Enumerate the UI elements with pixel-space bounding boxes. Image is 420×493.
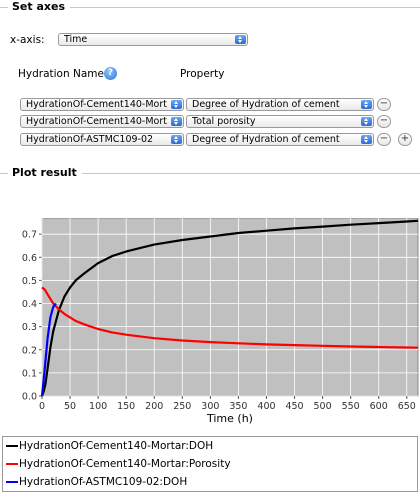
select-arrow-icon xyxy=(361,100,372,109)
property-select-2[interactable]: Total porosity xyxy=(186,115,374,128)
property-select-2-value: Total porosity xyxy=(192,116,256,127)
hydration-select-1[interactable]: HydrationOf-Cement140-Mortar xyxy=(20,98,184,111)
x-tick-label: 300 xyxy=(201,401,219,412)
x-tick-label: 650 xyxy=(398,401,416,412)
hydration-select-1-value: HydrationOf-Cement140-Mortar xyxy=(26,99,167,110)
legend-swatch-3 xyxy=(6,481,18,483)
y-tick-label: 0.4 xyxy=(22,299,37,310)
series-line-2 xyxy=(41,286,419,349)
select-arrow-icon xyxy=(171,135,182,144)
x-axis-select[interactable]: Time xyxy=(58,33,248,46)
select-arrow-icon xyxy=(235,35,246,44)
series-line-3 xyxy=(40,302,57,397)
remove-row-2-button[interactable]: − xyxy=(377,115,391,128)
help-icon[interactable]: ? xyxy=(104,67,117,80)
plot-result-title: Plot result xyxy=(12,166,77,179)
property-select-3-value: Degree of Hydration of cement xyxy=(192,134,340,145)
y-tick-label: 0.2 xyxy=(22,345,37,356)
legend-swatch-2 xyxy=(6,463,18,465)
x-tick-label: 250 xyxy=(173,401,191,412)
chart-legend: HydrationOf-Cement140-Mortar:DOH Hydrati… xyxy=(2,436,418,492)
x-axis-value: Time xyxy=(64,34,88,45)
set-axes-title: Set axes xyxy=(12,0,65,13)
hydration-name-header: Hydration Name xyxy=(18,68,104,80)
remove-row-1-button[interactable]: − xyxy=(377,98,391,111)
series-line-1 xyxy=(40,219,419,397)
x-tick-label: 550 xyxy=(342,401,360,412)
property-header: Property xyxy=(180,68,225,80)
select-arrow-icon xyxy=(361,135,372,144)
legend-label-1: HydrationOf-Cement140-Mortar:DOH xyxy=(19,440,214,452)
x-tick-label: 600 xyxy=(370,401,388,412)
plot-result-header: Plot result xyxy=(0,166,420,180)
y-tick-label: 0.5 xyxy=(22,276,37,287)
remove-row-3-button[interactable]: − xyxy=(377,133,391,146)
x-tick-label: 150 xyxy=(117,401,135,412)
legend-label-2: HydrationOf-Cement140-Mortar:Porosity xyxy=(19,458,231,470)
select-arrow-icon xyxy=(171,100,182,109)
x-tick-label: 400 xyxy=(257,401,275,412)
hydration-select-3[interactable]: HydrationOf-ASTMC109-02 xyxy=(20,133,184,146)
x-tick-label: 350 xyxy=(229,401,247,412)
legend-label-3: HydrationOf-ASTMC109-02:DOH xyxy=(19,476,188,488)
x-axis-label: Time (h) xyxy=(206,412,253,425)
x-tick-label: 50 xyxy=(64,401,76,412)
x-tick-label: 200 xyxy=(145,401,163,412)
select-arrow-icon xyxy=(171,117,182,126)
y-tick-label: 0.1 xyxy=(22,368,37,379)
x-tick-label: 450 xyxy=(285,401,303,412)
x-tick-label: 100 xyxy=(89,401,107,412)
x-tick-label: 0 xyxy=(39,401,45,412)
x-tick-label: 500 xyxy=(314,401,332,412)
legend-swatch-1 xyxy=(6,445,18,447)
property-select-3[interactable]: Degree of Hydration of cement xyxy=(186,133,374,146)
y-tick-label: 0.0 xyxy=(22,392,37,403)
hydration-select-2[interactable]: HydrationOf-Cement140-Mortar xyxy=(20,115,184,128)
select-arrow-icon xyxy=(361,117,372,126)
property-select-1-value: Degree of Hydration of cement xyxy=(192,99,340,110)
line-chart: 0.0 0.1 0.2 0.3 0.4 0.5 0.6 0.7 0 50 100 150 200 250 3… xyxy=(22,217,419,425)
hydration-select-3-value: HydrationOf-ASTMC109-02 xyxy=(26,134,154,145)
y-tick-label: 0.3 xyxy=(22,322,37,333)
y-tick-label: 0.7 xyxy=(22,230,37,241)
property-select-1[interactable]: Degree of Hydration of cement xyxy=(186,98,374,111)
add-row-button[interactable]: + xyxy=(398,133,412,146)
y-tick-label: 0.6 xyxy=(22,253,37,264)
x-axis-label: x-axis: xyxy=(10,34,45,46)
set-axes-header: Set axes xyxy=(0,0,420,14)
plot-area: 0.0 0.1 0.2 0.3 0.4 0.5 0.6 0.7 0 50 100 150 200 250 3… xyxy=(8,217,420,430)
hydration-select-2-value: HydrationOf-Cement140-Mortar xyxy=(26,116,167,127)
plot-background xyxy=(41,217,419,397)
